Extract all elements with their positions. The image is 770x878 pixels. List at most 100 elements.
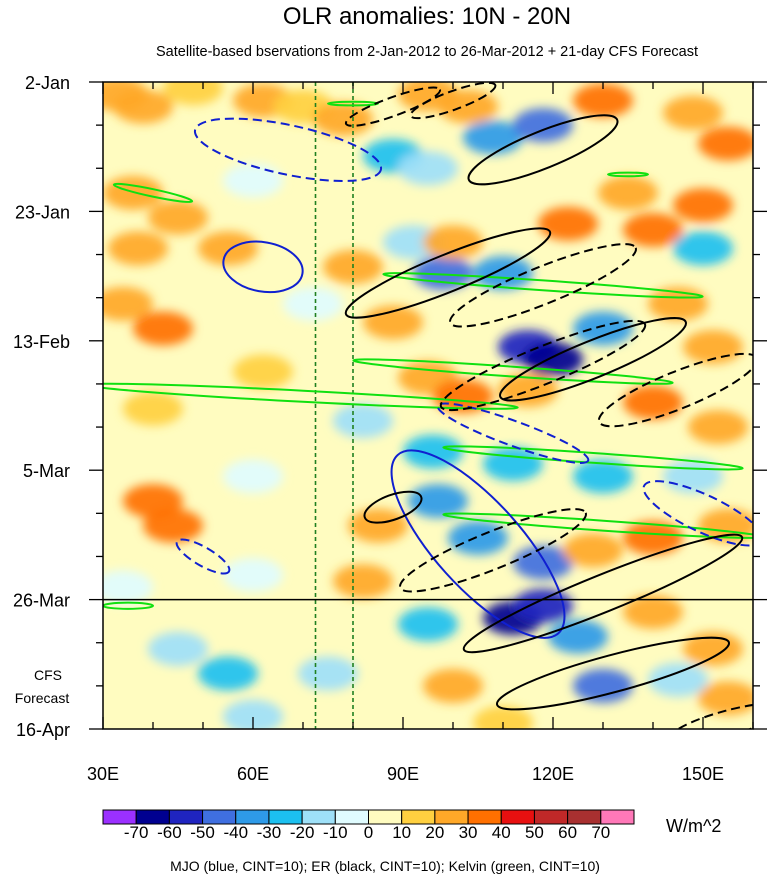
colorbar-label: -50 [190, 823, 215, 842]
colorbar-label: -60 [157, 823, 182, 842]
anomaly-cell [423, 668, 483, 703]
anomaly-cell [483, 447, 543, 482]
anomaly-cell [688, 410, 748, 445]
anomaly-cell [198, 231, 258, 266]
anomaly-cell [563, 533, 623, 568]
kelvin-contour [442, 445, 744, 471]
anomaly-cell [698, 126, 753, 161]
anomaly-cell [398, 151, 458, 186]
er-contour [499, 317, 687, 402]
mjo-contour [642, 480, 753, 547]
anomaly-cell [648, 286, 708, 321]
anomaly-cell [673, 188, 733, 223]
anomaly-cell [223, 163, 283, 198]
anomaly-cell [298, 656, 358, 691]
x-tick-label: 150E [682, 764, 724, 784]
reference-lines [314, 82, 354, 729]
y-axis: 2-Jan 23-Jan 13-Feb 5-Mar 26-Mar 16-Apr [13, 73, 767, 740]
x-tick-label: 120E [532, 764, 574, 784]
anomaly-cell [573, 83, 633, 118]
colorbar-label: 30 [459, 823, 478, 842]
anomaly-cell [363, 305, 423, 340]
kelvin-contour [103, 601, 154, 610]
colorbar-label: 20 [425, 823, 444, 842]
kelvin-contour [352, 358, 674, 385]
anomaly-cell [283, 286, 343, 321]
colorbar-swatch [301, 809, 336, 825]
anomaly-cell [423, 225, 483, 260]
anomaly-cell [573, 459, 633, 494]
mjo-contour [175, 538, 231, 575]
kelvin-contours [103, 100, 753, 610]
mjo-contours [175, 117, 753, 639]
anomaly-cell [513, 108, 573, 143]
anomaly-cell [538, 206, 598, 241]
anomaly-cell [598, 175, 658, 210]
colorbar-swatch [533, 809, 569, 825]
er-contour [449, 243, 637, 328]
anomaly-cell [573, 311, 633, 346]
anomaly-cell [473, 705, 533, 729]
anomaly-cell [623, 594, 683, 629]
mjo-contour [222, 240, 304, 294]
er-contours [344, 82, 753, 729]
anomaly-cell [573, 668, 633, 703]
colorbar-label: -30 [257, 823, 282, 842]
plot-frame [102, 81, 754, 730]
er-contour [597, 352, 753, 428]
colorbar-swatch [202, 809, 237, 825]
anomaly-cell [108, 231, 168, 266]
colorbar-label: 0 [364, 823, 373, 842]
anomaly-cell [223, 699, 283, 729]
er-contour [363, 490, 423, 524]
anomaly-cell [698, 508, 753, 543]
y-tick-label: 23-Jan [15, 202, 70, 222]
anomaly-cell [333, 403, 393, 438]
colorbar-label: 10 [392, 823, 411, 842]
y-tick-label: 26-Mar [13, 591, 70, 611]
colorbar-swatch [268, 809, 303, 825]
colorbar-label: -40 [223, 823, 248, 842]
er-contour [668, 702, 753, 729]
colorbar-label: 60 [558, 823, 577, 842]
colorbar-swatch [567, 809, 602, 825]
anomaly-cell [398, 607, 458, 642]
colorbar-label: 50 [525, 823, 544, 842]
er-contour [439, 319, 647, 412]
x-tick-label: 60E [237, 764, 269, 784]
er-contour [462, 533, 744, 654]
colorbar-swatch [235, 809, 270, 825]
anomaly-cell [233, 354, 293, 389]
forecast-label-line2: Forecast [15, 690, 70, 706]
chart-title: OLR anomalies: 10N - 20N [283, 3, 571, 30]
colorbar-label: 40 [492, 823, 511, 842]
anomaly-cell [673, 231, 733, 266]
anomaly-cell [223, 557, 283, 592]
anomaly-cell [403, 434, 463, 469]
colorbar-swatch [434, 809, 469, 825]
colorbar-swatch [334, 809, 369, 825]
anomaly-cell [103, 286, 153, 321]
anomaly-cell [498, 373, 558, 408]
er-contour [344, 86, 442, 127]
anomaly-cell [648, 662, 708, 697]
kelvin-contour [103, 382, 519, 410]
anomaly-cell [698, 681, 753, 716]
anomaly-cell [103, 570, 153, 605]
anomaly-cell [448, 520, 508, 555]
chart-subtitle: Satellite-based bservations from 2-Jan-2… [156, 44, 698, 60]
colorbar-label: -70 [124, 823, 149, 842]
y-tick-label: 13-Feb [13, 332, 70, 352]
anomaly-cell [333, 564, 393, 599]
anomaly-cell [313, 101, 373, 136]
colorbar-swatch [467, 809, 502, 825]
anomaly-cell [348, 508, 408, 543]
anomaly-cell [623, 520, 683, 555]
x-tick-label: 90E [387, 764, 419, 784]
anomaly-cell [623, 212, 683, 247]
x-tick-label: 30E [87, 764, 119, 784]
er-contour [467, 114, 619, 186]
kelvin-contour [442, 512, 753, 539]
anomaly-cell [548, 619, 608, 654]
x-axis: 30E 60E 90E 120E 150E [87, 82, 754, 784]
